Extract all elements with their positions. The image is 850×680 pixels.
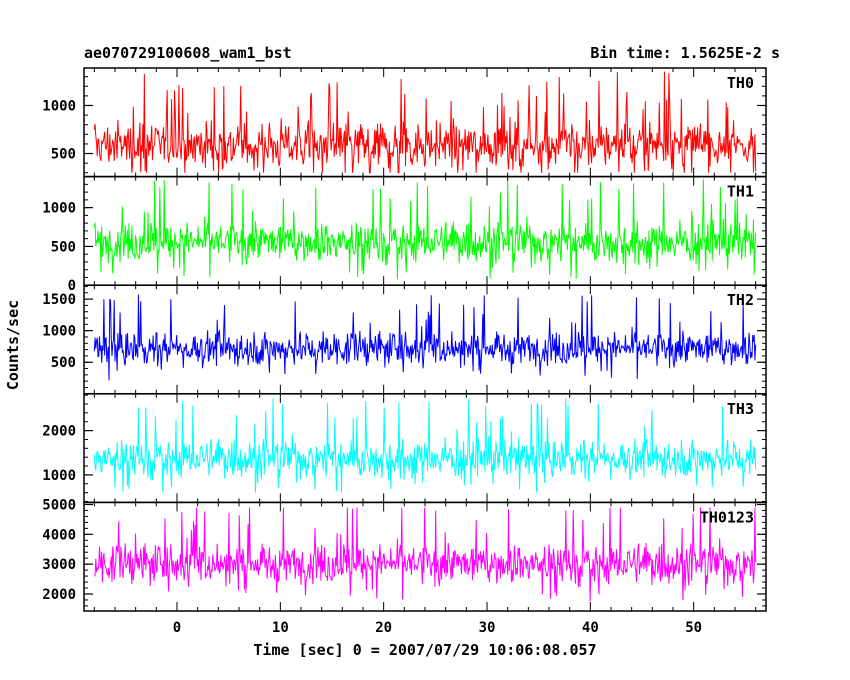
panel-label: TH2 xyxy=(727,291,754,309)
y-tick-label: 500 xyxy=(51,147,76,163)
series-th0 xyxy=(93,71,757,174)
panel-label: TH0123 xyxy=(700,508,754,526)
x-tick-label: 50 xyxy=(685,620,702,636)
y-tick-label: 3000 xyxy=(42,557,76,573)
series-th1 xyxy=(93,179,757,280)
panel-label: TH3 xyxy=(727,400,754,418)
y-tick-label: 2000 xyxy=(42,424,76,440)
panel-th0123: 2000 3000 4000 5000 TH0123 xyxy=(42,497,767,612)
panel-th2: 500 1000 1500 TH2 xyxy=(42,284,767,395)
y-tick-label: 1000 xyxy=(42,468,76,484)
panel-label: TH0 xyxy=(727,74,754,92)
series-th3 xyxy=(93,398,757,493)
y-tick-label: 500 xyxy=(51,239,76,255)
y-tick-label: 0 xyxy=(68,278,76,294)
y-tick-label: 1000 xyxy=(42,201,76,217)
panel-th1: 0 500 1000 TH1 xyxy=(42,175,767,294)
x-tick-label: 0 xyxy=(173,620,181,636)
y-axis-label: Counts/sec xyxy=(4,300,22,390)
x-tick-label: 40 xyxy=(582,620,599,636)
y-tick-label: 1000 xyxy=(42,98,76,114)
x-tick-label: 10 xyxy=(272,620,289,636)
x-tick-label: 30 xyxy=(479,620,496,636)
y-tick-label: 500 xyxy=(51,355,76,371)
bin-time-label: Bin time: 1.5625E-2 s xyxy=(590,44,780,62)
panel-th3: 1000 2000 TH3 xyxy=(42,393,767,504)
y-tick-label: 1500 xyxy=(42,292,76,308)
y-tick-label: 5000 xyxy=(42,497,76,513)
y-tick-label: 1000 xyxy=(42,324,76,340)
x-axis-label: Time [sec] 0 = 2007/07/29 10:06:08.057 xyxy=(253,641,596,659)
y-tick-label: 2000 xyxy=(42,587,76,603)
y-tick-label: 4000 xyxy=(42,527,76,543)
observation-id-title: ae070729100608_wam1_bst xyxy=(84,44,292,62)
series-th2 xyxy=(93,294,757,381)
panel-label: TH1 xyxy=(727,183,754,201)
series-th0123 xyxy=(93,507,757,602)
x-tick-label: 20 xyxy=(375,620,392,636)
panel-th0: 500 1000 TH0 xyxy=(42,67,767,178)
